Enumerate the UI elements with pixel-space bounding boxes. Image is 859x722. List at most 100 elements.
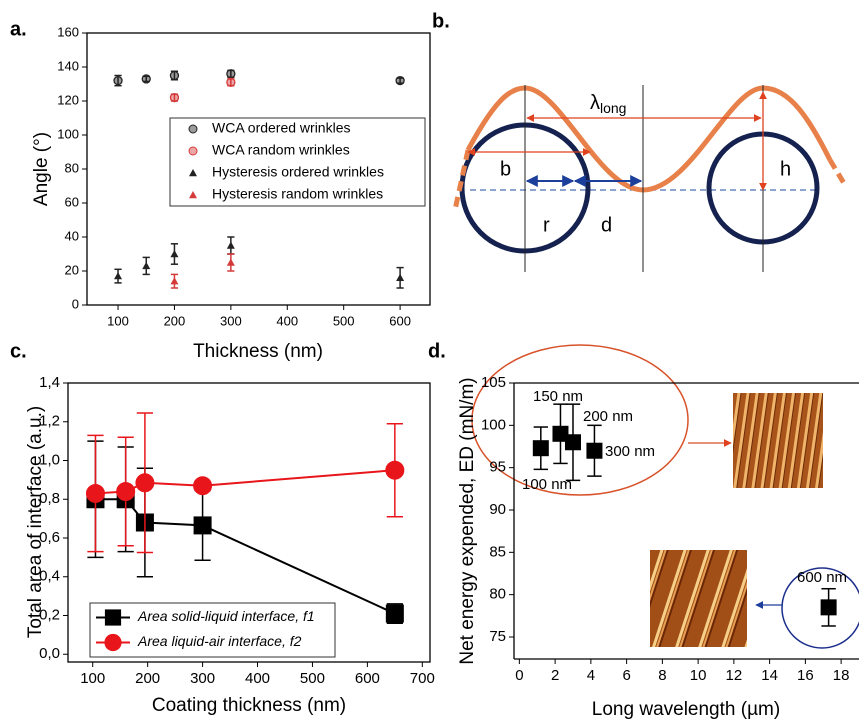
label-d: d <box>601 214 612 236</box>
y-tick-label: 90 <box>489 501 506 518</box>
x-tick-label: 8 <box>658 667 666 684</box>
y-axis-label: Total area of interface (a.u.) <box>25 406 46 638</box>
marker <box>552 425 569 442</box>
y-tick-label: 100 <box>481 416 506 433</box>
legend-marker <box>104 609 122 626</box>
panel-label: a. <box>10 18 27 40</box>
legend-label: WCA ordered wrinkles <box>212 120 351 136</box>
legend-label: Area solid-liquid interface, f1 <box>137 608 315 624</box>
y-tick-label: 0,2 <box>39 606 60 623</box>
x-tick-label: 300 <box>190 670 215 687</box>
y-tick-label: 0 <box>72 296 79 311</box>
legend-marker <box>189 191 197 199</box>
x-tick-label: 400 <box>245 670 270 687</box>
y-tick-label: 120 <box>57 92 79 107</box>
y-tick-label: 160 <box>57 24 79 39</box>
y-tick-label: 75 <box>489 628 506 645</box>
lambda-subscript: long <box>600 100 626 116</box>
marker <box>114 272 123 280</box>
x-tick-label: 16 <box>797 667 814 684</box>
lambda-label: λlong <box>590 92 626 115</box>
x-tick-label: 300 <box>220 313 242 328</box>
y-tick-label: 0,4 <box>39 568 60 585</box>
y-axis-label: Net energy expended, ED (mN/m) <box>457 377 478 664</box>
group-ellipse <box>471 344 689 496</box>
insets <box>471 344 859 649</box>
annotation: 200 nm <box>583 408 633 425</box>
x-tick-label: 100 <box>80 670 105 687</box>
label-r: r <box>543 214 550 236</box>
marker <box>113 75 123 86</box>
lambda-symbol: λ <box>590 92 600 114</box>
legend-label: Hysteresis random wrinkles <box>212 186 383 202</box>
wave <box>465 85 833 193</box>
y-tick-label: 140 <box>57 58 79 73</box>
marker <box>116 482 136 501</box>
x-tick-label: 400 <box>276 313 298 328</box>
marker <box>170 250 179 258</box>
y-tick-label: 1,4 <box>39 374 60 391</box>
marker <box>396 273 405 281</box>
marker <box>135 473 155 493</box>
chart: d. 0 2 4 6 8 10 12 14 16 18 75 80 85 90 95 100 105 Long wa… <box>428 340 859 720</box>
plot-frame <box>67 382 431 663</box>
x-axis-label: Long wavelength (µm) <box>592 699 780 720</box>
marker <box>226 241 235 249</box>
x-tick-label: 600 <box>355 670 380 687</box>
legend-marker <box>104 633 122 652</box>
y-axis-label: Angle (°) <box>31 132 52 206</box>
marker <box>532 440 549 457</box>
marker <box>385 460 405 480</box>
y-tick-label: 95 <box>489 459 506 476</box>
diagram-b: b. λlong b r d h <box>432 10 848 272</box>
legend-label: Area liquid-air interface, f2 <box>137 633 302 649</box>
error-bar <box>142 75 150 83</box>
marker <box>226 69 236 79</box>
label-b: b <box>500 158 511 180</box>
afm-image <box>733 393 823 488</box>
wave-ends <box>452 149 848 211</box>
marker <box>85 483 105 503</box>
legend-frame <box>169 117 426 207</box>
marker <box>586 442 603 459</box>
y-tick-label: 0,6 <box>39 529 60 546</box>
marker <box>385 604 404 623</box>
marker <box>226 77 236 87</box>
x-tick-label: 100 <box>107 313 129 328</box>
marker <box>395 75 405 86</box>
legend-marker <box>188 124 198 134</box>
y-tick-label: 100 <box>57 126 79 141</box>
y-tick-label: 1,0 <box>39 451 60 468</box>
panel-label: b. <box>432 10 450 32</box>
y-tick-label: 20 <box>65 262 79 277</box>
marker <box>169 70 180 81</box>
x-tick-label: 200 <box>135 670 160 687</box>
marker <box>564 434 581 451</box>
y-tick-label: 80 <box>65 160 79 175</box>
x-tick-label: 12 <box>726 667 743 684</box>
legend-label: WCA random wrinkles <box>212 142 350 158</box>
chart: a. 100 200 300 400 500 600 0 20 40 60 80 100 120 140 16… <box>10 18 431 362</box>
y-tick-label: 80 <box>489 586 506 603</box>
legend-marker <box>188 146 198 156</box>
x-tick-label: 10 <box>690 667 707 684</box>
x-tick-label: 700 <box>410 670 435 687</box>
marker <box>226 258 235 266</box>
chart: c. 100 200 300 400 500 600 700 0,0 0,2 0,4 0,6 0,8 1,… <box>10 340 435 716</box>
annotation: 100 nm <box>522 476 572 493</box>
annotation: 150 nm <box>533 388 583 405</box>
x-tick-label: 4 <box>587 667 595 684</box>
y-tick-label: 85 <box>489 543 506 560</box>
annotation: 600 nm <box>797 569 847 586</box>
y-tick-label: 0,0 <box>39 645 60 662</box>
x-tick-label: 0 <box>515 667 523 684</box>
y-tick-label: 105 <box>481 374 506 391</box>
x-tick-label: 18 <box>833 667 850 684</box>
label-h: h <box>780 158 791 180</box>
x-tick-label: 500 <box>333 313 355 328</box>
x-axis-label: Thickness (nm) <box>193 341 323 362</box>
annotation: 300 nm <box>605 443 655 460</box>
marker <box>142 261 151 270</box>
y-tick-label: 40 <box>65 228 79 243</box>
legend-frame <box>89 602 336 658</box>
